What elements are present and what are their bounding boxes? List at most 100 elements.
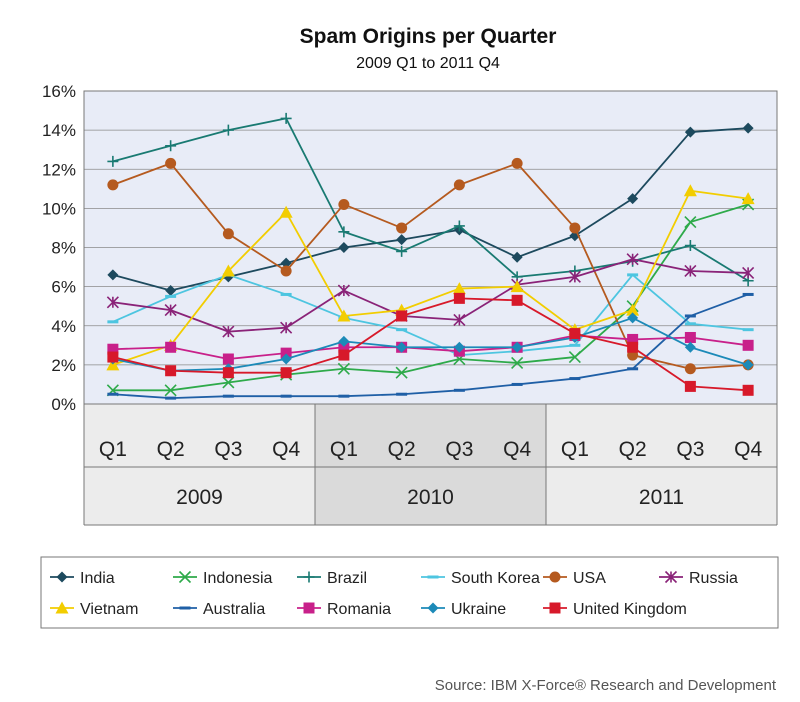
series-line-ukraine (112, 317, 749, 372)
data-point-india (684, 126, 696, 138)
legend-item-vietnam: Vietnam (50, 601, 138, 618)
x-tick-label: Q4 (272, 438, 300, 461)
data-point-australia (165, 396, 177, 400)
data-point-ukraine (627, 312, 639, 324)
year-label: 2009 (176, 486, 223, 509)
data-point-united-kingdom (684, 380, 696, 392)
data-point-romania (338, 341, 350, 353)
series-line-brazil (112, 117, 749, 282)
legend-marker (427, 602, 439, 614)
data-point-australia (453, 388, 465, 392)
x-tick-label: Q3 (676, 438, 704, 461)
data-point-brazil (453, 220, 465, 232)
legend-label: Australia (203, 601, 265, 618)
year-band (84, 404, 315, 525)
data-point-united-kingdom (569, 328, 581, 340)
data-point-russia (684, 264, 697, 278)
data-point-russia (626, 253, 639, 266)
data-point-brazil (222, 124, 234, 136)
data-point-indonesia (164, 384, 177, 397)
legend-label: Russia (689, 570, 738, 587)
data-point-australia (511, 382, 523, 386)
legend-label: United Kingdom (573, 601, 687, 618)
legend-label: Romania (327, 601, 391, 618)
data-point-india (338, 242, 350, 253)
data-point-united-kingdom (396, 310, 408, 322)
data-point-usa (511, 157, 523, 169)
data-point-united-kingdom (338, 349, 350, 361)
series-line-united-kingdom (112, 297, 749, 392)
plot-border (83, 90, 778, 405)
x-tick-label: Q3 (214, 438, 242, 461)
data-point-usa (165, 157, 177, 169)
data-point-south-korea (742, 328, 754, 332)
data-point-australia (684, 314, 696, 318)
data-point-south-korea (165, 294, 177, 298)
data-point-russia (164, 304, 177, 317)
data-point-russia (742, 266, 755, 279)
x-tick-label: Q4 (734, 438, 762, 461)
data-point-russia (568, 270, 581, 283)
y-tick-label: 8% (51, 239, 76, 258)
legend-marker (56, 571, 68, 583)
data-point-romania (222, 353, 234, 365)
data-point-south-korea (627, 273, 639, 277)
legend-item-india: India (50, 570, 115, 587)
data-point-brazil (280, 112, 292, 124)
legend-marker (303, 602, 315, 614)
chart-title: Spam Origins per Quarter (300, 25, 557, 48)
data-point-indonesia (684, 216, 697, 229)
legend-item-usa: USA (543, 570, 606, 587)
legend-marker (178, 570, 192, 584)
data-point-ukraine (684, 341, 696, 353)
legend-marker (549, 602, 561, 614)
data-point-south-korea (107, 320, 119, 324)
data-point-united-kingdom (511, 294, 523, 306)
legend-item-indonesia: Indonesia (173, 570, 272, 587)
data-point-usa (569, 222, 581, 234)
data-point-ukraine (453, 341, 465, 353)
data-point-vietnam (221, 264, 235, 277)
data-point-usa (396, 222, 408, 234)
legend-item-united-kingdom: United Kingdom (543, 601, 687, 618)
data-point-australia (742, 292, 754, 296)
y-tick-label: 14% (42, 121, 76, 140)
data-point-vietnam (452, 282, 466, 295)
data-point-united-kingdom (107, 351, 119, 363)
x-tick-label: Q4 (503, 438, 531, 461)
data-point-brazil (107, 155, 119, 167)
chart-subtitle: 2009 Q1 to 2011 Q4 (356, 55, 500, 72)
legend-label: India (80, 570, 115, 587)
series-line-vietnam (112, 189, 749, 366)
legend-label: South Korea (451, 570, 540, 587)
data-point-india (165, 285, 177, 297)
legend-marker (427, 575, 439, 579)
data-point-brazil (165, 140, 177, 152)
legend-marker (303, 571, 315, 583)
legend-item-russia: Russia (659, 570, 738, 587)
series-brazil (107, 112, 754, 287)
data-point-vietnam (510, 280, 524, 293)
legend-item-south-korea: South Korea (421, 570, 540, 587)
data-point-romania (280, 347, 292, 359)
legend-label: USA (573, 570, 606, 587)
y-tick-label: 4% (51, 317, 76, 336)
data-point-india (396, 234, 408, 246)
data-point-russia (453, 313, 466, 326)
data-point-india (742, 122, 754, 134)
data-point-indonesia (222, 376, 235, 389)
data-point-brazil (684, 240, 696, 252)
year-band (546, 404, 777, 525)
data-point-australia (222, 394, 234, 398)
data-point-south-korea (280, 292, 292, 296)
legend-label: Brazil (327, 570, 367, 587)
data-point-australia (280, 394, 292, 398)
data-point-romania (107, 343, 119, 355)
data-point-romania (165, 341, 177, 353)
data-point-india (107, 269, 119, 281)
legend-item-brazil: Brazil (297, 570, 367, 587)
data-point-romania (684, 331, 696, 343)
data-point-united-kingdom (280, 367, 292, 379)
series-usa (107, 157, 754, 375)
